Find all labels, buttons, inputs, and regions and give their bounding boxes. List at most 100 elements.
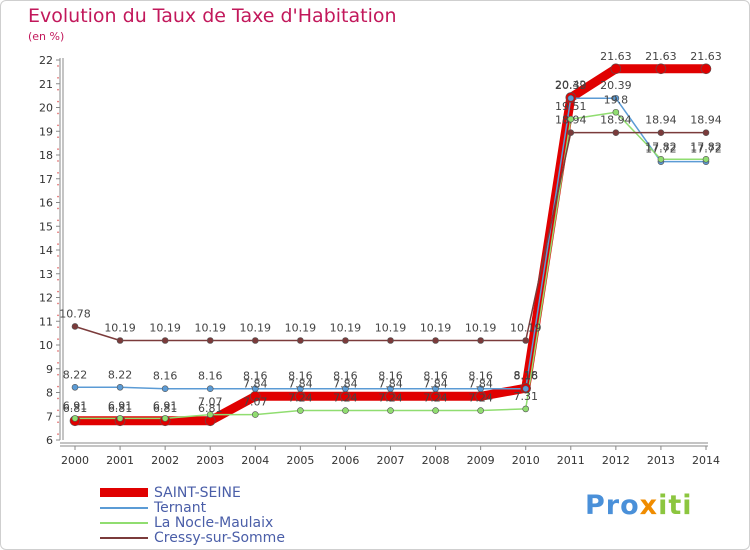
data-point-3 bbox=[522, 337, 530, 344]
y-minor-dot bbox=[57, 421, 59, 423]
data-point-3 bbox=[567, 129, 575, 136]
y-minor-dot bbox=[57, 77, 59, 79]
data-point-1 bbox=[161, 385, 169, 393]
data-label: 6.91 bbox=[153, 399, 178, 412]
y-tick-label: 18 bbox=[39, 149, 53, 162]
data-label: 8.18 bbox=[513, 369, 538, 382]
y-minor-dot bbox=[57, 219, 59, 222]
y-tick-label: 13 bbox=[39, 268, 53, 281]
data-label: 18.94 bbox=[645, 114, 677, 127]
data-point-2 bbox=[612, 108, 620, 116]
y-minor-dot bbox=[57, 148, 59, 150]
legend-item: SAINT-SEINE bbox=[100, 485, 285, 501]
y-tick-label: 7 bbox=[46, 410, 53, 423]
data-label: 20.42 bbox=[555, 79, 587, 92]
data-point-0 bbox=[655, 63, 667, 75]
x-tick-label: 2003 bbox=[196, 454, 224, 467]
chart-title: Evolution du Taux de Taxe d'Habitation bbox=[28, 5, 397, 27]
x-tick-label: 2009 bbox=[467, 454, 495, 467]
x-tick-label: 2010 bbox=[512, 454, 540, 467]
y-minor-dot bbox=[57, 362, 59, 364]
data-label: 20.39 bbox=[600, 79, 632, 92]
data-label: 10.19 bbox=[420, 321, 452, 334]
y-tick-label: 14 bbox=[39, 244, 53, 257]
y-minor-dot bbox=[57, 243, 59, 245]
data-point-2 bbox=[387, 407, 394, 414]
y-minor-dot bbox=[57, 302, 59, 305]
data-point-3 bbox=[387, 337, 394, 344]
y-minor-dot bbox=[57, 255, 59, 257]
proxiti-logo: Proxiti bbox=[585, 490, 693, 521]
data-point-1 bbox=[206, 385, 214, 393]
data-point-2 bbox=[116, 415, 124, 422]
y-minor-dot bbox=[57, 100, 59, 103]
data-label: 8.16 bbox=[468, 370, 493, 383]
y-minor-dot bbox=[57, 160, 59, 162]
y-minor-dot bbox=[57, 172, 59, 174]
data-point-2 bbox=[206, 411, 214, 418]
data-point-3 bbox=[297, 337, 304, 344]
data-label: 10.19 bbox=[149, 321, 181, 334]
data-label: 8.22 bbox=[108, 368, 133, 381]
legend-swatch bbox=[100, 521, 148, 524]
y-tick-label: 17 bbox=[39, 173, 53, 186]
y-minor-dot bbox=[57, 278, 59, 281]
y-minor-dot bbox=[57, 88, 59, 91]
data-point-1 bbox=[342, 385, 349, 393]
data-point-1 bbox=[432, 385, 439, 393]
data-point-1 bbox=[522, 385, 530, 393]
data-label: 7.07 bbox=[243, 396, 268, 409]
series-line-3 bbox=[74, 131, 707, 342]
data-point-3 bbox=[116, 337, 124, 344]
y-minor-dot bbox=[57, 195, 59, 198]
data-point-1 bbox=[612, 94, 620, 102]
data-point-1 bbox=[251, 385, 259, 393]
data-label: 7.84 bbox=[423, 377, 448, 390]
data-label: 8.16 bbox=[333, 370, 358, 383]
data-label: 18.94 bbox=[690, 114, 722, 127]
data-point-0 bbox=[700, 63, 712, 75]
x-tick-label: 2014 bbox=[692, 454, 720, 467]
y-minor-dot bbox=[57, 409, 59, 412]
data-point-3 bbox=[71, 323, 79, 330]
data-point-1 bbox=[116, 383, 124, 391]
x-tick-label: 2007 bbox=[377, 454, 405, 467]
legend-swatch bbox=[100, 506, 148, 509]
data-point-1 bbox=[387, 385, 394, 393]
data-label: 7.24 bbox=[333, 392, 358, 405]
data-label: 7.07 bbox=[198, 396, 223, 409]
y-minor-dot bbox=[57, 231, 59, 233]
data-point-3 bbox=[702, 129, 710, 136]
data-label: 7.84 bbox=[288, 377, 313, 390]
data-point-2 bbox=[342, 407, 349, 414]
x-tick-label: 2005 bbox=[286, 454, 314, 467]
data-label: 17.72 bbox=[645, 143, 677, 156]
y-tick-label: 22 bbox=[39, 54, 53, 67]
data-label: 18.94 bbox=[555, 114, 587, 127]
data-point-2 bbox=[251, 411, 259, 418]
data-point-2 bbox=[161, 415, 169, 422]
data-point-1 bbox=[567, 94, 575, 102]
data-label: 6.81 bbox=[63, 402, 88, 415]
x-tick-label: 2008 bbox=[422, 454, 450, 467]
data-point-3 bbox=[477, 337, 484, 344]
data-point-1 bbox=[477, 385, 484, 393]
y-tick-label: 10 bbox=[39, 339, 53, 352]
y-minor-dot bbox=[57, 373, 59, 376]
data-label: 7.84 bbox=[333, 377, 358, 390]
data-label: 7.24 bbox=[288, 392, 313, 405]
data-point-3 bbox=[342, 337, 349, 344]
x-tick-label: 2004 bbox=[241, 454, 269, 467]
y-minor-dot bbox=[57, 267, 59, 269]
y-minor-dot bbox=[57, 350, 59, 352]
y-minor-dot bbox=[57, 112, 59, 115]
data-label: 10.19 bbox=[375, 321, 407, 334]
data-label: 6.81 bbox=[108, 402, 133, 415]
chart-subtitle: (en %) bbox=[28, 30, 65, 43]
chart-legend: SAINT-SEINE Ternant La Nocle-Maulaix Cressy… bbox=[100, 485, 285, 546]
data-label: 17.82 bbox=[645, 140, 677, 153]
legend-label: Ternant bbox=[154, 499, 207, 516]
data-label: 6.81 bbox=[198, 402, 223, 415]
